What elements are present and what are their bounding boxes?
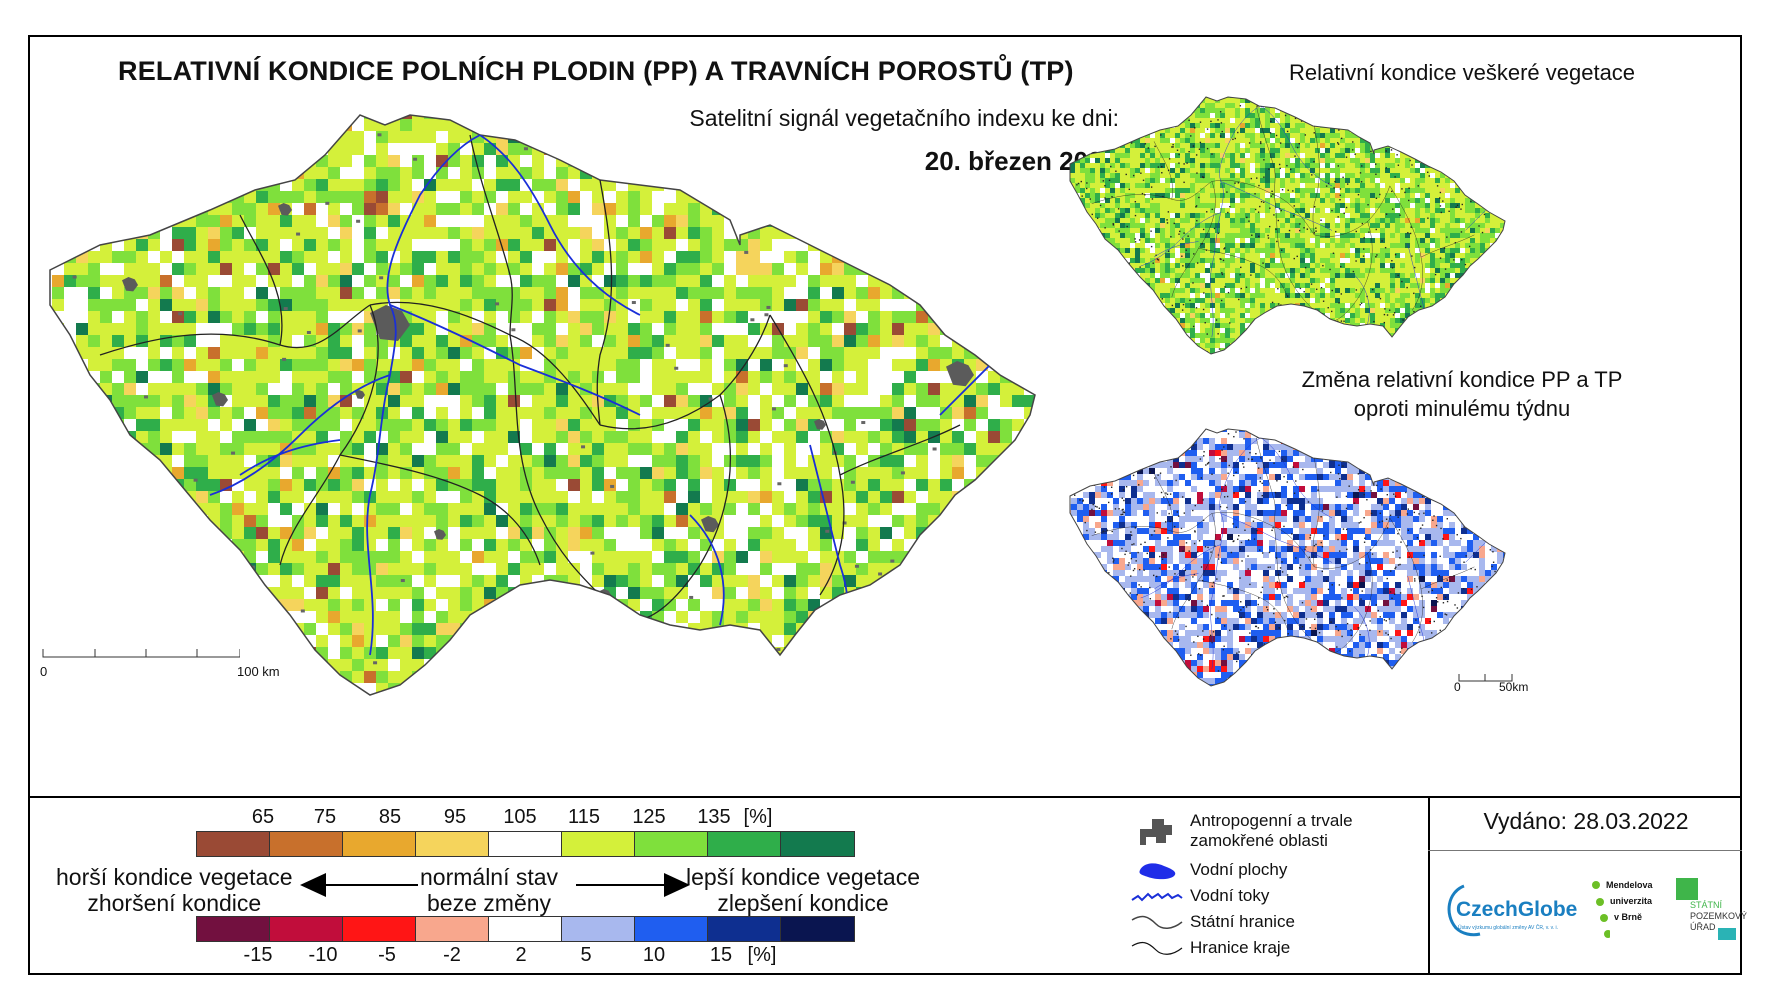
condition-color-swatch xyxy=(489,832,562,856)
water-area-icon xyxy=(1139,863,1176,880)
condition-color-swatch xyxy=(270,832,343,856)
spu-logo: STÁTNÍ POZEMKOVÝ ÚŘAD xyxy=(1670,876,1747,946)
label-better: lepší kondice vegetace zlepšení kondice xyxy=(686,864,920,916)
condition-color-bar xyxy=(196,831,855,857)
arrow-left-icon xyxy=(300,873,418,897)
main-condition-map xyxy=(49,114,1036,696)
condition-tick: 115 xyxy=(568,806,600,828)
condition-tick: 125 xyxy=(632,806,666,828)
label-normal: normální stav beze změny xyxy=(420,864,558,916)
condition-tick: 65 xyxy=(251,806,275,828)
issued-divider xyxy=(1428,796,1430,975)
issued-logo-divider xyxy=(1428,850,1742,851)
change-tick: -15 xyxy=(243,944,273,966)
issued-date: Vydáno: 28.03.2022 xyxy=(1483,808,1689,834)
key-urban-line2: zamokřené oblasti xyxy=(1190,831,1328,850)
label-better-2: zlepšení kondice xyxy=(717,890,889,916)
main-scale-start: 0 xyxy=(40,664,48,679)
condition-change-map xyxy=(1069,428,1506,687)
change-tick: 2 xyxy=(515,944,527,966)
condition-tick: 135 xyxy=(697,806,731,828)
urban-area-icon xyxy=(1140,819,1172,845)
key-water-area: Vodní plochy xyxy=(1130,860,1287,882)
czechglobe-arc-icon xyxy=(1447,884,1481,937)
label-normal-2: beze změny xyxy=(427,890,552,916)
spu-line2: POZEMKOVÝ xyxy=(1690,911,1748,921)
change-tick: -10 xyxy=(308,944,338,966)
key-state-border: Státní hranice xyxy=(1130,912,1295,934)
change-color-swatch xyxy=(270,917,343,941)
spu-shape-icon xyxy=(1676,878,1736,940)
change-tick: 10 xyxy=(642,944,666,966)
condition-color-swatch xyxy=(197,832,270,856)
key-region-border: Hranice kraje xyxy=(1130,938,1290,960)
state-border-icon xyxy=(1131,915,1183,929)
condition-tick: 105 xyxy=(503,806,537,828)
change-unit: [%] xyxy=(747,944,777,966)
figure-frame xyxy=(28,35,1742,975)
region-border-icon xyxy=(1131,941,1183,955)
mendel-line1: Mendelova xyxy=(1606,880,1653,890)
key-rivers-label: Vodní toky xyxy=(1190,886,1270,905)
change-color-swatch xyxy=(781,917,854,941)
mendel-dots-icon xyxy=(1592,881,1610,938)
change-color-swatch xyxy=(635,917,708,941)
change-color-swatch xyxy=(416,917,489,941)
key-state-border-label: Státní hranice xyxy=(1190,912,1295,931)
river-icon xyxy=(1131,892,1183,902)
bottom-right-map-title: Změna relativní kondice PP a TP oproti m… xyxy=(1262,365,1662,423)
legend-divider xyxy=(28,796,1742,798)
label-normal-1: normální stav xyxy=(420,864,559,890)
small-scale-start: 0 xyxy=(1454,680,1461,694)
condition-color-swatch xyxy=(343,832,416,856)
mendel-logo: Mendelova univerzita v Brně xyxy=(1590,878,1670,948)
map-subtitle: Satelitní signál vegetačního indexu ke d… xyxy=(689,105,1119,131)
bottom-right-map-title-text: Změna relativní kondice PP a TP oproti m… xyxy=(1301,367,1623,421)
change-color-swatch xyxy=(489,917,562,941)
key-urban-line1: Antropogenní a trvale xyxy=(1190,811,1353,830)
key-rivers: Vodní toky xyxy=(1130,886,1269,908)
condition-color-swatch xyxy=(416,832,489,856)
change-tick: -2 xyxy=(443,944,461,966)
change-color-swatch xyxy=(562,917,635,941)
top-right-map-title: Relativní kondice veškeré vegetace xyxy=(1288,60,1636,85)
change-color-swatch xyxy=(343,917,416,941)
label-worse-2: zhoršení kondice xyxy=(87,890,262,916)
key-urban: Antropogenní a trvale zamokřené oblasti xyxy=(1130,811,1353,851)
label-worse: horší kondice vegetace zhoršení kondice xyxy=(56,864,293,916)
mendel-line3: v Brně xyxy=(1614,912,1643,922)
key-region-border-label: Hranice kraje xyxy=(1190,938,1291,957)
condition-tick: 95 xyxy=(443,806,467,828)
mendel-line2: univerzita xyxy=(1610,896,1653,906)
spu-line3: ÚŘAD xyxy=(1690,922,1716,932)
condition-color-swatch xyxy=(635,832,708,856)
condition-color-swatch xyxy=(781,832,854,856)
main-scale-end: 100 km xyxy=(237,664,280,679)
label-worse-1: horší kondice vegetace xyxy=(56,864,293,890)
change-tick: -5 xyxy=(378,944,396,966)
czechglobe-logo: CzechGlobe Ústav výzkumu globální změny … xyxy=(1442,880,1592,940)
condition-color-swatch xyxy=(562,832,635,856)
czechglobe-subtitle: Ústav výzkumu globální změny AV ČR, v. v… xyxy=(1458,925,1559,931)
condition-tick: 85 xyxy=(378,806,402,828)
condition-color-swatch xyxy=(708,832,781,856)
map-title: RELATIVNÍ KONDICE POLNÍCH PLODIN (PP) A … xyxy=(118,56,1074,86)
condition-tick: 75 xyxy=(313,806,337,828)
arrow-right-icon xyxy=(576,873,690,897)
condition-unit: [%] xyxy=(743,806,773,828)
change-color-swatch xyxy=(197,917,270,941)
key-water-area-label: Vodní plochy xyxy=(1190,860,1288,879)
all-vegetation-condition-map xyxy=(1069,96,1506,355)
small-scale-end: 50km xyxy=(1499,680,1529,694)
change-tick: 15 xyxy=(709,944,733,966)
change-tick: 5 xyxy=(580,944,592,966)
change-color-swatch xyxy=(708,917,781,941)
czechglobe-name: CzechGlobe xyxy=(1456,898,1578,921)
spu-line1: STÁTNÍ xyxy=(1690,900,1723,910)
change-color-bar xyxy=(196,916,855,942)
label-better-1: lepší kondice vegetace xyxy=(686,864,920,890)
